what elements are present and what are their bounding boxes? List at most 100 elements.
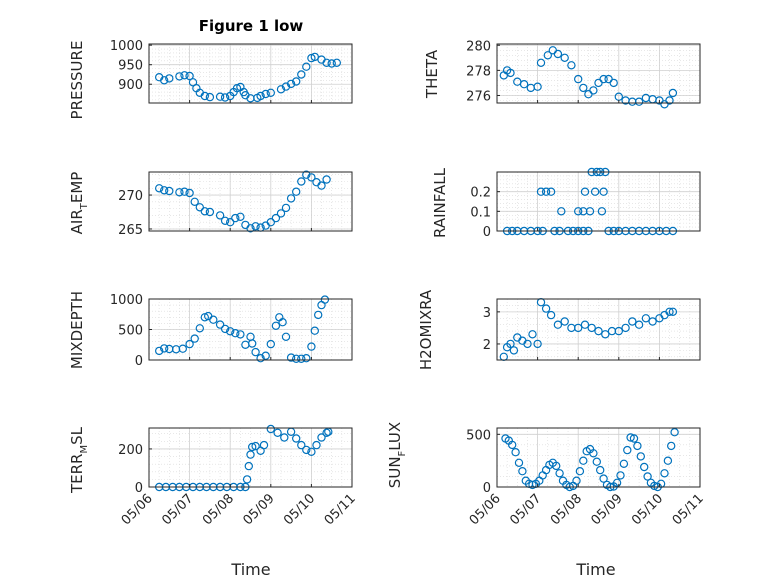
data-point [327,59,336,68]
x-axis-label-right: Time [575,560,615,579]
y-tick-label: 280 [466,39,491,54]
data-point [590,187,600,196]
data-point [332,58,341,68]
data-point [200,207,209,216]
pressure-ylabel: PRESSURE [68,41,86,120]
data-point [541,304,551,313]
mixdepth-panel: MIXDEPTH 0 500 1000 [68,291,353,369]
data-point [594,326,603,336]
y-tick-label: 270 [118,189,143,204]
data-point [297,440,306,450]
y-tick-label: 0 [483,225,491,240]
data-point [667,441,676,451]
data-point [286,194,296,203]
data-point [589,449,598,458]
data-point [312,440,321,450]
data-point [175,72,184,81]
terr-msl-ylabel: TERRMSL [68,426,90,494]
data-point [310,326,319,335]
data-point [665,307,674,316]
data-point [317,433,326,442]
data-point [597,207,607,216]
data-point [247,442,257,452]
data-point [514,458,524,467]
data-point [302,170,311,179]
data-point [185,339,194,349]
data-point [599,74,608,84]
data-point [560,53,569,63]
y-tick-label: 500 [466,428,491,443]
data-point [599,187,608,196]
data-point [297,354,306,363]
figure-title: Figure 1 low [199,17,304,35]
data-point [154,184,164,193]
data-point [612,478,622,487]
x-axis-label-left: Time [230,560,270,579]
h2omixra-panel: H2OMIXRA 2 3 [417,289,701,370]
y-tick-label: 276 [466,89,491,104]
data-point [281,332,291,341]
data-point [668,88,678,98]
data-point [574,74,583,84]
data-point [626,433,635,442]
data-point [643,472,652,481]
data-point [251,347,260,357]
h2omixra-ylabel: H2OMIXRA [417,289,435,370]
data-point [225,327,235,336]
data-point [575,467,585,476]
y-tick-label: 278 [466,64,491,79]
data-point [256,91,265,101]
y-tick-label: 0 [135,481,143,496]
x-tick-label: 05/08 [200,491,237,528]
y-tick-label: 1000 [110,293,143,308]
data-point [276,85,286,94]
data-point [619,459,629,468]
data-point [256,354,265,363]
data-point [511,448,520,457]
terr-msl-panel: TERRMSL 0 200 05/06 05/07 05/08 05/09 05/10 05/… [68,424,359,528]
data-point [302,445,311,455]
data-point [159,76,169,85]
y-tick-label: 900 [118,78,143,93]
data-point [322,58,331,68]
data-point [276,209,286,218]
data-point [220,93,230,102]
axes-box [496,298,701,361]
data-point [165,186,174,196]
data-point [599,474,608,483]
data-point [320,295,330,304]
data-point [292,77,301,86]
data-point [297,177,306,186]
data-point [533,82,542,91]
data-point [281,82,291,91]
data-point [665,96,674,105]
data-point [648,317,657,326]
data-point [552,461,561,471]
data-point [546,310,556,320]
y-tick-label: 0 [483,481,491,496]
sun-flux-panel: SUNFLUX 0 500 05/06 05/07 05/08 05/09 05/10 05/… [386,422,707,529]
data-point [271,213,281,223]
data-point [307,173,316,182]
axes-box [496,427,701,488]
data-point [557,207,566,216]
axes-box [496,171,701,232]
axes-box [148,427,353,488]
data-point [231,329,240,338]
data-point [297,70,306,79]
data-point [641,314,651,323]
data-point [205,92,215,102]
data-point [286,79,296,89]
data-point [231,213,240,223]
data-point [215,211,225,220]
data-point [523,339,532,349]
data-point [506,68,515,78]
pressure-panel: PRESSURE 900 950 1000 [68,39,353,120]
data-point [553,320,563,329]
axes-box [148,171,353,232]
data-point [634,97,644,106]
data-point [616,471,625,480]
data-point [628,317,637,326]
data-point [247,339,257,348]
